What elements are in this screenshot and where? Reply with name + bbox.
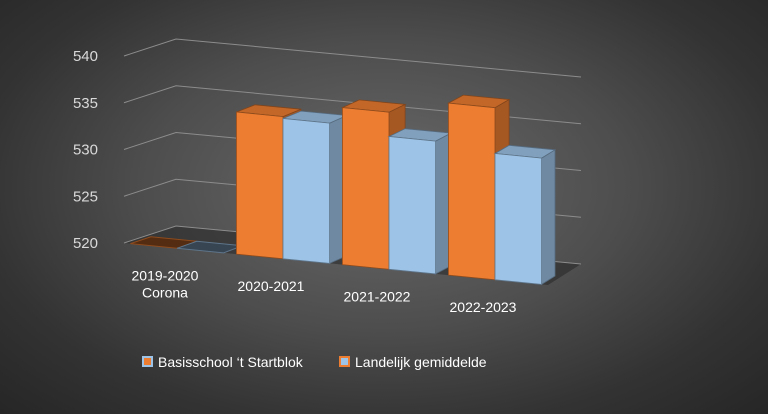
- gridline-3: [123, 85, 582, 125]
- bar-2-series-1: [387, 128, 453, 275]
- x-category-label-0: 2019-2020 Corona: [132, 267, 199, 300]
- bar-1-series-1-front: [282, 118, 331, 264]
- bar-3-series-0-front: [447, 102, 496, 281]
- legend-swatch-0: [142, 356, 153, 367]
- bar-1-series-0-front: [235, 111, 284, 260]
- legend-label-0: Basisschool ‘t Startblok: [158, 354, 304, 370]
- y-axis-ticks: 520 525 530 535 540: [73, 48, 98, 252]
- legend-swatch-1: [339, 356, 350, 367]
- y-tick-label-4: 540: [73, 48, 98, 65]
- bar-3-series-1-front: [494, 153, 542, 285]
- y-tick-label-2: 530: [73, 142, 98, 159]
- bar-2-series-0-front: [341, 107, 390, 270]
- legend-item-1: Landelijk gemiddelde: [339, 354, 487, 370]
- x-axis-categories: 2019-2020 Corona 2020-2021 2021-2022 2022-20…: [132, 267, 517, 315]
- bar-1-series-1: [282, 110, 349, 265]
- bar-3-series-1-side: [541, 149, 556, 286]
- legend-item-0: Basisschool ‘t Startblok: [142, 354, 304, 370]
- y-tick-label-1: 525: [73, 188, 98, 205]
- x-category-label-1: 2020-2021: [238, 278, 305, 294]
- bar-2-series-1-front: [388, 136, 437, 275]
- bars: [130, 94, 557, 286]
- legend-label-1: Landelijk gemiddelde: [355, 354, 487, 370]
- y-tick-label-0: 520: [73, 235, 98, 252]
- x-category-label-2: 2021-2022: [344, 288, 411, 304]
- legend: Basisschool ‘t Startblok Landelijk gemidd…: [142, 354, 487, 370]
- y-tick-label-3: 535: [73, 95, 98, 112]
- x-category-label-3: 2022-2023: [450, 299, 517, 315]
- gridline-4: [123, 38, 582, 78]
- bar-3-series-1: [493, 144, 557, 286]
